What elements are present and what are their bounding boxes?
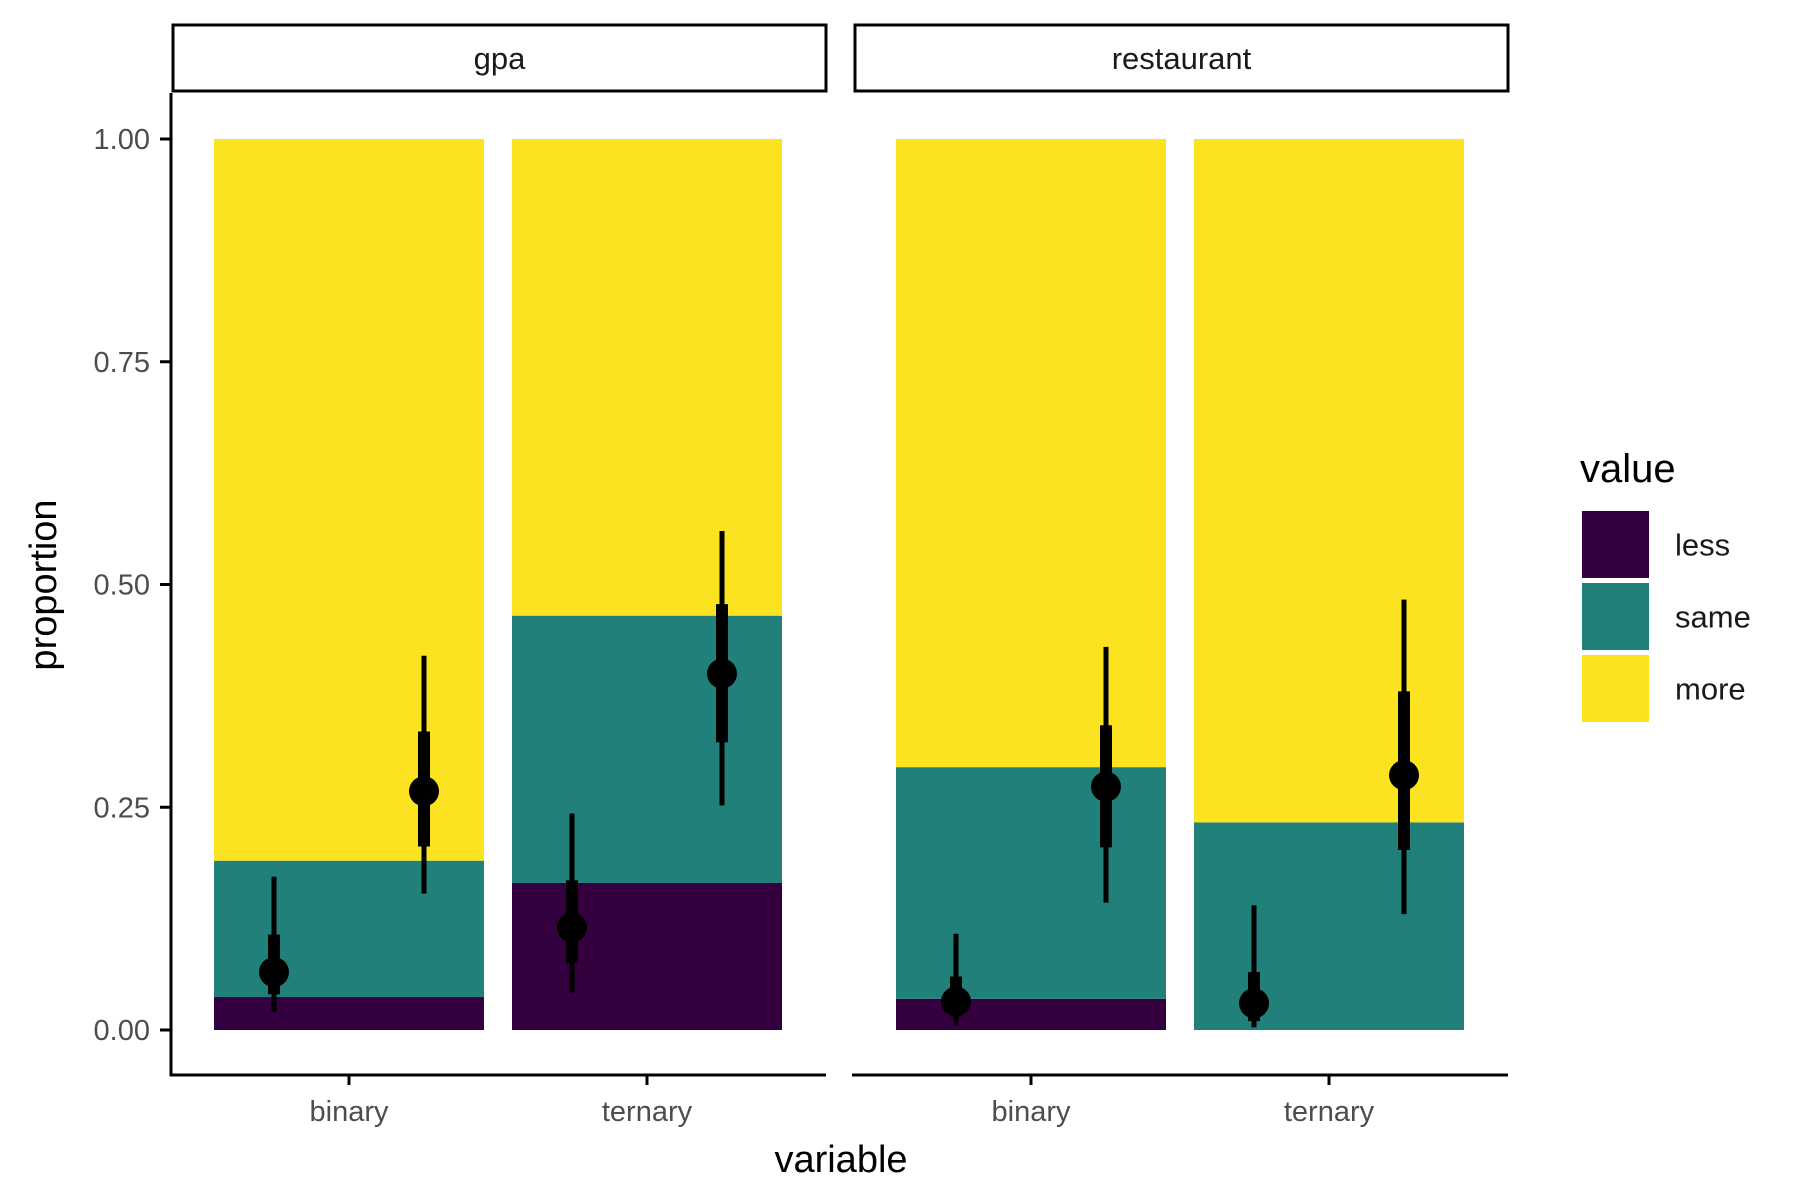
estimates-layer <box>259 531 1419 1028</box>
point-estimate <box>707 658 737 689</box>
point-estimate <box>1389 760 1419 791</box>
facet-strip <box>171 23 828 93</box>
bar-segment-more <box>512 139 782 616</box>
axes: binary ternary binary ternary 0.00 0.25 0.50 0.… <box>94 93 1508 1128</box>
bar-segment-less <box>896 998 1166 1030</box>
point-estimate <box>1239 988 1269 1019</box>
legend: value less same more <box>1580 447 1751 722</box>
bar-segment-less <box>214 997 484 1030</box>
bar-segment-more <box>1194 139 1464 823</box>
facet-label-gpa: gpa <box>474 41 526 76</box>
point-estimate <box>1091 771 1121 802</box>
x-tick-label: binary <box>310 1096 389 1128</box>
point-estimate <box>557 912 587 943</box>
legend-key-more <box>1582 655 1649 722</box>
bars-layer <box>214 139 1464 1030</box>
legend-key-less <box>1582 511 1649 578</box>
facet-label-restaurant: restaurant <box>1112 41 1252 76</box>
bar-segment-more <box>214 139 484 861</box>
legend-label-less: less <box>1675 528 1730 563</box>
y-axis-title: proportion <box>23 499 65 670</box>
bar-segment-same <box>1194 822 1464 1030</box>
y-tick-label: 1.00 <box>94 124 150 156</box>
x-tick-label: ternary <box>1284 1096 1375 1128</box>
point-estimate <box>941 986 971 1017</box>
legend-label-more: more <box>1675 672 1746 707</box>
facet-strips: gpa restaurant <box>171 23 1510 93</box>
legend-key-same <box>1582 583 1649 650</box>
bar-segment-same <box>512 615 782 883</box>
x-tick-label: binary <box>992 1096 1071 1128</box>
x-tick-label: ternary <box>602 1096 693 1128</box>
y-tick-label: 0.25 <box>94 792 150 824</box>
x-axis-title: variable <box>774 1139 907 1181</box>
bar-segment-more <box>896 139 1166 768</box>
legend-label-same: same <box>1675 600 1751 635</box>
bar-segment-same <box>896 767 1166 999</box>
bar-segment-less <box>512 882 782 1030</box>
y-tick-label: 0.00 <box>94 1015 150 1047</box>
point-estimate <box>409 776 439 807</box>
legend-title: value <box>1580 447 1676 491</box>
facet-strip <box>853 23 1510 93</box>
point-estimate <box>259 957 289 988</box>
y-tick-label: 0.50 <box>94 570 150 602</box>
y-tick-label: 0.75 <box>94 347 150 379</box>
bar-segment-same <box>214 860 484 998</box>
